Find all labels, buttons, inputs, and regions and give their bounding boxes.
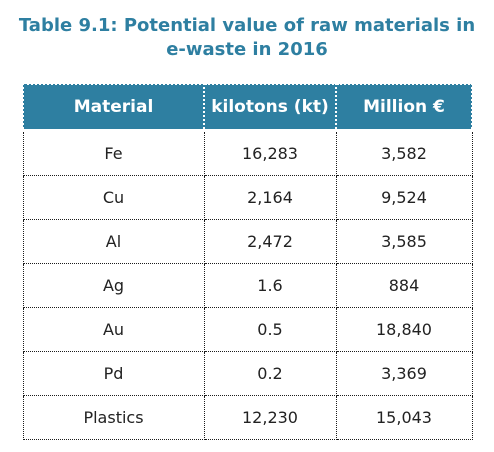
cell-million-eur: 15,043 (335, 395, 473, 440)
column-header-kilotons: kilotons (kt) (203, 83, 337, 131)
cell-material: Ag (22, 263, 205, 308)
cell-material: Pd (22, 351, 205, 396)
table-row: Ag 1.6 884 (22, 263, 473, 308)
cell-material: Au (22, 307, 205, 352)
table-caption: Table 9.1: Potential value of raw materi… (0, 14, 494, 62)
cell-million-eur: 9,524 (335, 175, 473, 220)
column-header-material: Material (22, 83, 205, 131)
cell-material: Cu (22, 175, 205, 220)
column-header-million-eur: Million € (335, 83, 473, 131)
cell-million-eur: 884 (335, 263, 473, 308)
table-row: Fe 16,283 3,582 (22, 130, 473, 176)
table-row: Au 0.5 18,840 (22, 307, 473, 352)
table-row: Al 2,472 3,585 (22, 219, 473, 264)
cell-million-eur: 3,582 (335, 130, 473, 176)
cell-kilotons: 16,283 (203, 130, 337, 176)
caption-line-2: e-waste in 2016 (166, 39, 328, 60)
table-header-row: Material kilotons (kt) Million € (22, 83, 473, 131)
cell-material: Fe (22, 130, 205, 176)
cell-kilotons: 0.2 (203, 351, 337, 396)
table-row: Cu 2,164 9,524 (22, 175, 473, 220)
cell-kilotons: 12,230 (203, 395, 337, 440)
table-row: Pd 0.2 3,369 (22, 351, 473, 396)
cell-kilotons: 2,472 (203, 219, 337, 264)
cell-million-eur: 18,840 (335, 307, 473, 352)
cell-kilotons: 1.6 (203, 263, 337, 308)
cell-kilotons: 2,164 (203, 175, 337, 220)
cell-material: Plastics (22, 395, 205, 440)
cell-kilotons: 0.5 (203, 307, 337, 352)
table-row: Plastics 12,230 15,043 (22, 395, 473, 440)
cell-million-eur: 3,369 (335, 351, 473, 396)
raw-materials-table: Material kilotons (kt) Million € Fe 16,2… (22, 83, 473, 440)
cell-material: Al (22, 219, 205, 264)
caption-line-1: Table 9.1: Potential value of raw materi… (18, 15, 476, 36)
cell-million-eur: 3,585 (335, 219, 473, 264)
